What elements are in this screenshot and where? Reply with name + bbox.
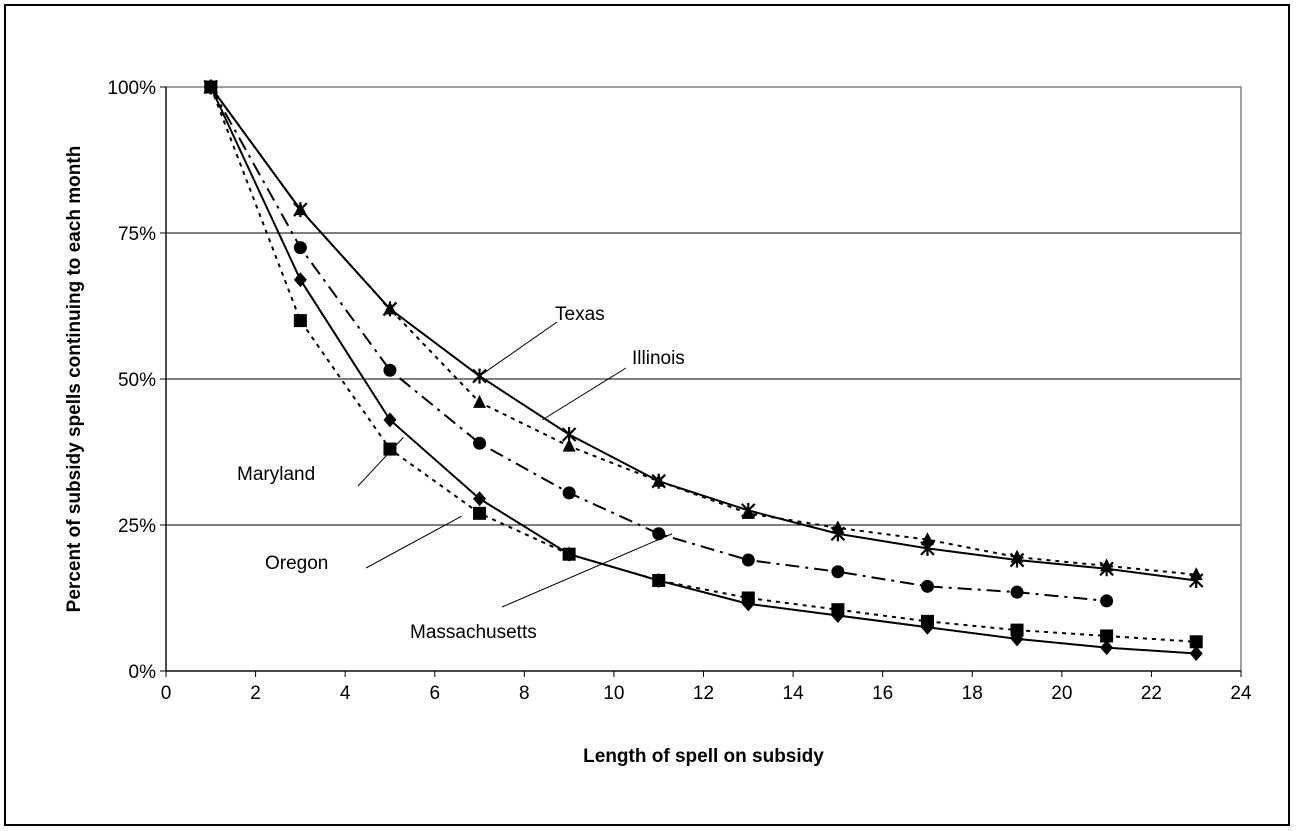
x-tick-label: 18 bbox=[962, 683, 983, 704]
x-tick-label: 16 bbox=[872, 683, 893, 704]
annotation-texas: Texas bbox=[480, 304, 605, 376]
series-line bbox=[211, 87, 1107, 601]
data-point bbox=[831, 565, 844, 578]
annotation-massachusetts: Massachusetts bbox=[410, 534, 672, 643]
series-line bbox=[211, 87, 1196, 642]
data-point bbox=[563, 439, 576, 452]
x-tick-label: 4 bbox=[340, 683, 351, 704]
annotation-label: Oregon bbox=[265, 553, 328, 574]
series-line bbox=[211, 87, 1196, 575]
series-group bbox=[204, 80, 1202, 661]
data-point bbox=[563, 486, 576, 499]
series-line bbox=[211, 87, 1196, 580]
annotation-leader-line bbox=[480, 322, 557, 376]
data-point bbox=[1100, 594, 1113, 607]
x-tick-label: 20 bbox=[1051, 683, 1072, 704]
x-axis-title: Length of spell on subsidy bbox=[583, 746, 824, 767]
annotation-illinois: Illinois bbox=[542, 348, 685, 420]
x-tick-label: 12 bbox=[693, 683, 714, 704]
annotation-label: Illinois bbox=[632, 348, 685, 369]
annotation-leader-line bbox=[366, 516, 462, 568]
annotation-maryland: Maryland bbox=[237, 437, 403, 486]
data-point bbox=[473, 437, 486, 450]
y-tick-label: 0% bbox=[129, 662, 157, 683]
data-point bbox=[921, 580, 934, 593]
x-tick-label: 22 bbox=[1141, 683, 1162, 704]
data-point bbox=[383, 364, 396, 377]
gridlines bbox=[166, 233, 1241, 525]
annotation-label: Maryland bbox=[237, 464, 315, 485]
annotation-label: Massachusetts bbox=[410, 622, 537, 643]
annotation-leader-line bbox=[502, 534, 672, 607]
x-tick-label: 0 bbox=[161, 683, 172, 704]
y-tick-label: 25% bbox=[118, 516, 156, 537]
y-tick-label: 50% bbox=[118, 370, 156, 391]
data-point bbox=[652, 527, 665, 540]
annotations: Texas Illinois Maryland Oregon Massachusetts bbox=[237, 304, 685, 643]
series-texas bbox=[204, 80, 1202, 588]
x-tick-label: 8 bbox=[519, 683, 530, 704]
x-tick-label: 2 bbox=[250, 683, 261, 704]
data-point bbox=[294, 314, 307, 327]
data-point bbox=[383, 443, 396, 456]
axes: 0%25%50%75%100%0 2 4 6 8 10 12 14 16 18 20 22 24 bbox=[107, 78, 1252, 704]
x-tick-label: 10 bbox=[603, 683, 624, 704]
y-tick-label: 100% bbox=[107, 78, 156, 99]
y-tick-label: 75% bbox=[118, 224, 156, 245]
series-illinois bbox=[204, 80, 1202, 581]
series-line bbox=[211, 87, 1196, 653]
x-tick-label: 6 bbox=[429, 683, 440, 704]
series-massachusetts bbox=[204, 80, 1202, 661]
x-tick-label: 14 bbox=[783, 683, 805, 704]
annotation-leader-line bbox=[542, 368, 626, 420]
data-point bbox=[294, 272, 307, 287]
y-axis-title: Percent of subsidy spells continuing to … bbox=[64, 146, 85, 613]
data-point bbox=[473, 507, 486, 520]
data-point bbox=[1011, 586, 1024, 599]
data-point bbox=[742, 554, 755, 567]
x-tick-label: 24 bbox=[1230, 683, 1252, 704]
data-point bbox=[294, 241, 307, 254]
annotation-label: Texas bbox=[555, 304, 605, 325]
annotation-leader-line bbox=[358, 437, 403, 486]
